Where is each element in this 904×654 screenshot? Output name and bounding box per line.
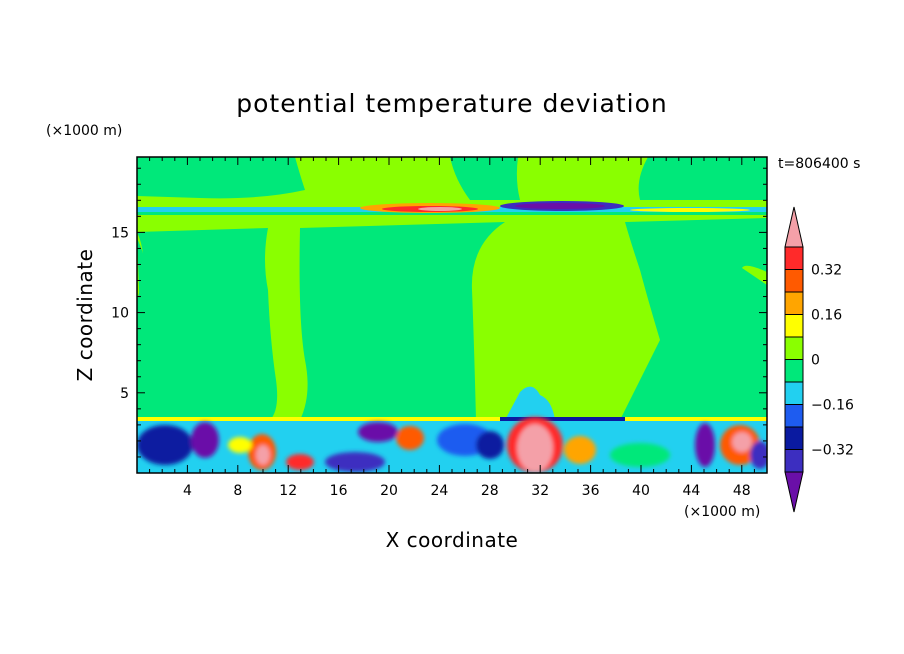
colorbar-box xyxy=(784,314,804,338)
x-axis-unit: (×1000 m) xyxy=(684,504,760,520)
field-blob xyxy=(418,207,462,211)
x-axis-label: X coordinate xyxy=(386,528,519,552)
field-band xyxy=(137,200,767,206)
colorbar: 0.32 0.16 0 −0.16 −0.32 xyxy=(784,206,854,513)
field-blob xyxy=(515,203,605,209)
y-tick-label: 5 xyxy=(120,386,129,402)
y-axis-label: Z coordinate xyxy=(73,249,97,382)
colorbar-box xyxy=(784,426,804,450)
field-patch xyxy=(137,157,305,199)
colorbar-box xyxy=(784,381,804,405)
colorbar-box xyxy=(784,291,804,315)
field-blob xyxy=(228,437,252,453)
colorbar-tick-label: 0 xyxy=(811,353,820,369)
field-band xyxy=(137,212,767,215)
y-tick-label: 15 xyxy=(111,225,129,241)
x-tick-label: 48 xyxy=(733,483,751,499)
field-blob xyxy=(191,422,219,458)
colorbar-min-extension xyxy=(784,471,804,513)
x-tick-label: 44 xyxy=(682,483,700,499)
colorbar-tick-label: 0.16 xyxy=(811,308,842,324)
colorbar-box xyxy=(784,336,804,360)
x-tick-label: 12 xyxy=(279,483,297,499)
x-tick-label: 24 xyxy=(430,483,448,499)
field-blob xyxy=(476,431,504,459)
colorbar-tick-label: −0.16 xyxy=(811,398,854,414)
chart-title: potential temperature deviation xyxy=(236,89,667,118)
field-blob xyxy=(358,422,398,442)
field-patch xyxy=(137,228,278,420)
colorbar-tick-label: 0.32 xyxy=(811,263,842,279)
field-patch xyxy=(137,238,150,312)
field-blob xyxy=(505,386,555,420)
colorbar-box xyxy=(784,246,804,270)
colorbar-box xyxy=(784,269,804,293)
field-blob xyxy=(695,423,715,467)
field-patch xyxy=(638,157,767,200)
x-axis-ticks: 4 8 12 16 20 24 28 32 36 40 44 48 xyxy=(149,157,755,499)
y-tick-label: 10 xyxy=(111,306,129,322)
x-tick-label: 20 xyxy=(380,483,398,499)
field-blob xyxy=(517,424,553,472)
colorbar-box xyxy=(784,449,804,473)
field-blob xyxy=(750,441,767,469)
field-blob xyxy=(630,208,750,212)
field-blob xyxy=(610,443,670,467)
field-patch xyxy=(620,218,767,420)
field-patch xyxy=(450,157,520,200)
time-label: t=806400 s xyxy=(778,156,860,172)
field-blob xyxy=(325,452,385,472)
y-axis-ticks: 5 10 15 xyxy=(111,167,767,458)
colorbar-box xyxy=(784,404,804,428)
x-tick-label: 16 xyxy=(330,483,348,499)
field-blob xyxy=(732,432,752,452)
x-tick-label: 40 xyxy=(632,483,650,499)
field-blob xyxy=(564,436,596,464)
colorbar-tick-label: −0.32 xyxy=(811,443,854,459)
x-tick-label: 28 xyxy=(481,483,499,499)
heatmap-field xyxy=(137,157,767,473)
colorbar-max-extension xyxy=(784,206,804,248)
x-tick-label: 36 xyxy=(582,483,600,499)
field-band xyxy=(137,417,767,421)
colorbar-box xyxy=(784,359,804,383)
x-tick-label: 4 xyxy=(183,483,192,499)
field-patch xyxy=(299,222,505,420)
field-blob xyxy=(286,454,314,470)
field-band xyxy=(500,417,625,421)
x-tick-label: 32 xyxy=(531,483,549,499)
field-blob xyxy=(137,425,193,465)
y-axis-unit: (×1000 m) xyxy=(46,123,122,139)
field-blob xyxy=(396,426,424,450)
field-blob xyxy=(256,445,270,465)
x-tick-label: 8 xyxy=(233,483,242,499)
